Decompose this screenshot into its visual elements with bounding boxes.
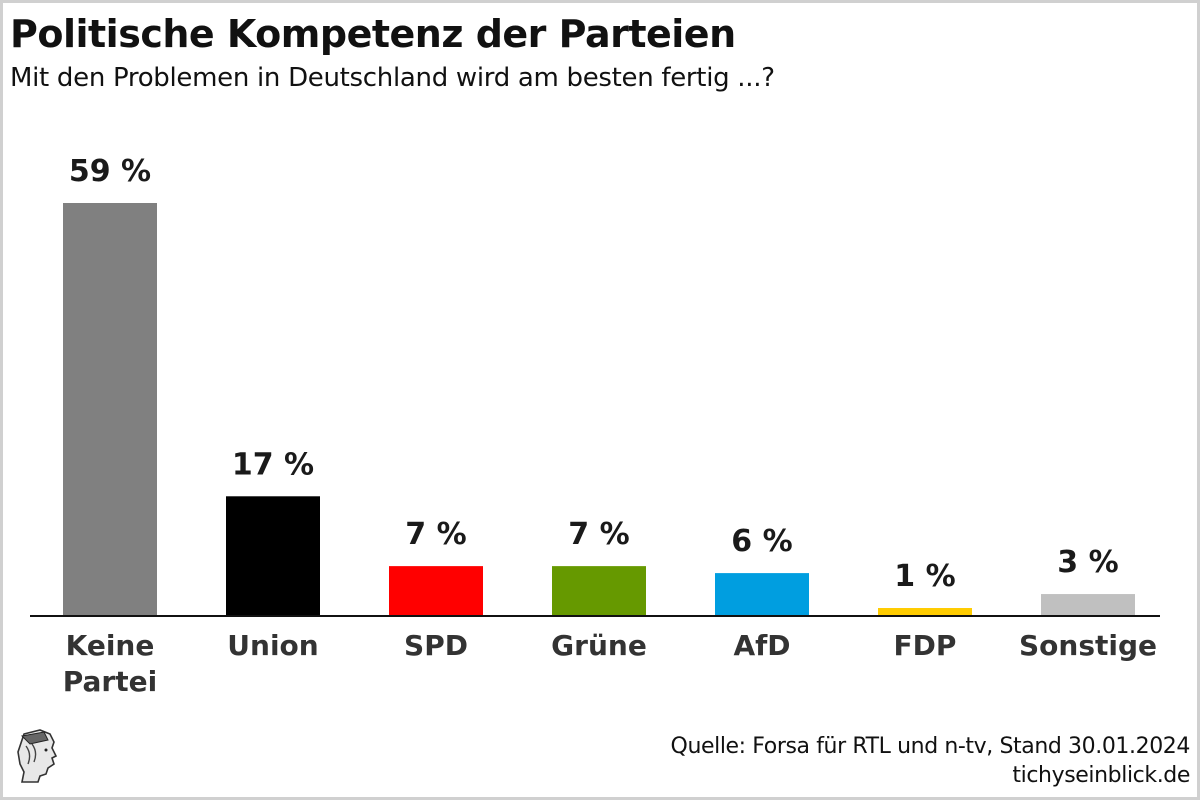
chart-title: Politische Kompetenz der Parteien xyxy=(10,12,736,56)
value-label: 3 % xyxy=(1057,545,1118,580)
bar-spd xyxy=(389,566,483,615)
bar-afd xyxy=(715,573,809,615)
category-label: Keine xyxy=(66,629,155,662)
chart-subtitle: Mit den Problemen in Deutschland wird am… xyxy=(10,63,775,93)
source-text: Quelle: Forsa für RTL und n-tv, Stand 30… xyxy=(670,734,1191,759)
bar-fdp xyxy=(878,608,972,615)
site-link[interactable]: tichyseinblick.de xyxy=(1012,763,1190,788)
value-label: 1 % xyxy=(894,559,955,594)
category-label: Sonstige xyxy=(1019,629,1157,662)
bar-union xyxy=(226,496,320,615)
category-label: SPD xyxy=(404,629,468,662)
value-label: 7 % xyxy=(568,517,629,552)
chart-frame xyxy=(3,3,1197,797)
bar-grüne xyxy=(552,566,646,615)
classical-head-logo-icon xyxy=(10,728,62,784)
bar-keine-partei xyxy=(63,203,157,615)
category-label: Partei xyxy=(63,665,157,698)
value-label: 59 % xyxy=(69,154,151,189)
value-label: 17 % xyxy=(232,447,314,482)
value-label: 7 % xyxy=(405,517,466,552)
bar-sonstige xyxy=(1041,594,1135,615)
category-label: Grüne xyxy=(551,629,647,662)
value-label: 6 % xyxy=(731,524,792,559)
category-label: AfD xyxy=(733,629,790,662)
category-label: FDP xyxy=(894,629,957,662)
category-label: Union xyxy=(227,629,318,662)
source-note: Quelle: Forsa für RTL und n-tv, Stand 30… xyxy=(670,732,1191,790)
